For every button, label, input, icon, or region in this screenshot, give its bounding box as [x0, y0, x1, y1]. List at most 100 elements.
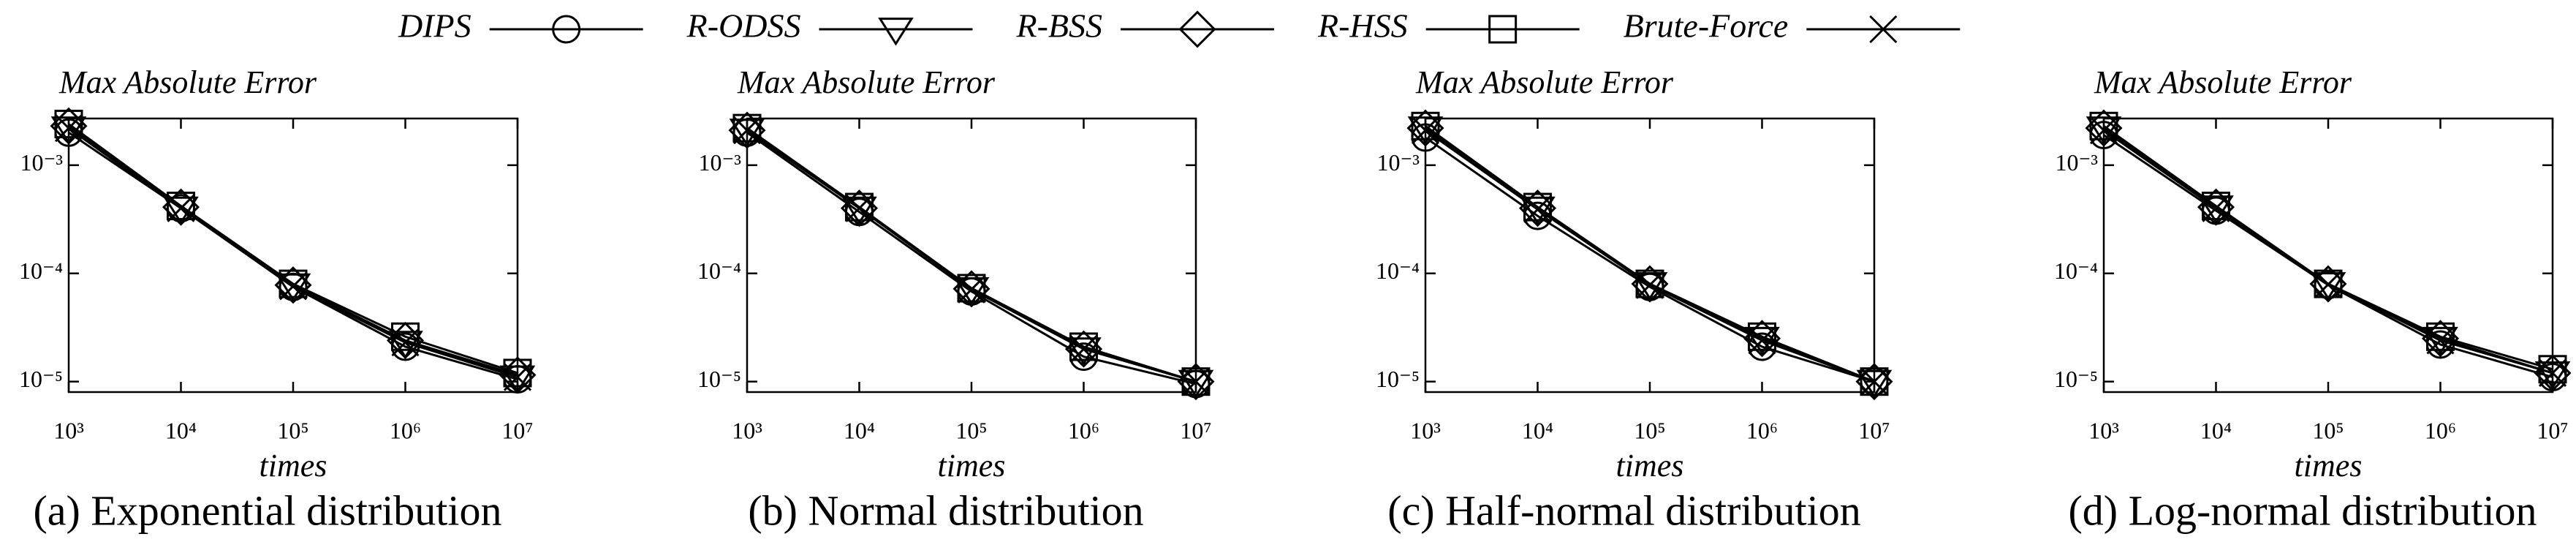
data-point	[1411, 111, 1440, 140]
data-point	[1520, 196, 1556, 225]
data-point	[167, 194, 195, 222]
legend-marker	[1178, 10, 1216, 48]
data-point	[2202, 192, 2230, 221]
data-point	[2314, 269, 2343, 298]
legend-label: Brute-Force	[1624, 7, 1789, 45]
y-tick-label: 10⁻³	[20, 149, 63, 176]
x-axis-label: times	[1616, 448, 1684, 484]
y-tick-label: 10⁻⁴	[19, 257, 63, 284]
legend-label: R-HSS	[1317, 7, 1408, 45]
x-tick-label: 10⁴	[844, 417, 875, 443]
x-tick-label: 10⁷	[2537, 417, 2568, 443]
data-point	[386, 321, 425, 359]
data-point	[279, 272, 308, 301]
y-tick-label: 10⁻⁵	[697, 366, 741, 392]
series-line	[68, 125, 518, 377]
data-point	[1523, 195, 1552, 224]
x-tick-label: 10⁵	[277, 417, 308, 443]
y-tick-label: 10⁻³	[1377, 149, 1420, 176]
data-point	[732, 116, 762, 145]
caption: (b) Normal distribution	[748, 486, 1143, 534]
data-point	[1860, 367, 1889, 396]
data-point	[499, 365, 536, 394]
legend-label: R-ODSS	[686, 7, 801, 45]
data-point	[1632, 272, 1668, 301]
x-tick-label: 10⁶	[2425, 417, 2456, 443]
data-point	[1407, 116, 1444, 145]
series-line	[2103, 134, 2553, 378]
x-tick-label: 10⁷	[501, 417, 533, 443]
series-line	[1425, 129, 1875, 383]
chart-title: Max Absolute Error	[1415, 64, 1674, 100]
data-point	[2309, 265, 2347, 303]
data-point	[1860, 367, 1889, 396]
data-point	[729, 118, 765, 147]
data-point	[167, 192, 195, 221]
y-tick-label: 10⁻⁵	[1376, 366, 1420, 392]
y-tick-label: 10⁻⁴	[2054, 257, 2098, 284]
data-point	[54, 114, 83, 143]
series-line	[1425, 125, 1875, 383]
y-tick-label: 10⁻³	[2056, 149, 2098, 176]
x-axis-label: times	[260, 448, 327, 484]
series-line	[1425, 127, 1875, 383]
data-point	[952, 270, 990, 308]
plot-frame	[2102, 117, 2554, 394]
y-tick-label: 10⁻⁵	[2054, 366, 2098, 392]
data-point	[2426, 322, 2455, 351]
series-line	[746, 127, 1197, 383]
plot-frame	[1424, 117, 1876, 394]
series-line	[746, 129, 1197, 383]
data-point	[2538, 358, 2567, 388]
legend-marker	[878, 18, 914, 46]
series-line	[2103, 127, 2553, 375]
data-point	[2089, 116, 2118, 145]
data-point	[728, 111, 766, 149]
x-tick-label: 10³	[53, 417, 84, 443]
series-line	[2103, 129, 2553, 375]
data-point	[1069, 332, 1098, 361]
data-point	[1177, 363, 1215, 401]
data-point	[1748, 326, 1776, 355]
data-point	[845, 194, 874, 222]
legend-label: DIPS	[398, 7, 471, 45]
data-point	[1635, 271, 1664, 299]
series-line	[68, 132, 518, 380]
x-tick-label: 10⁶	[1746, 417, 1778, 443]
data-point	[2089, 111, 2118, 140]
data-point	[2426, 326, 2455, 355]
data-point	[1178, 369, 1214, 399]
y-tick-label: 10⁻³	[699, 149, 741, 176]
caption: (c) Half-normal distribution	[1387, 486, 1861, 534]
data-point	[1523, 192, 1552, 222]
x-tick-label: 10⁴	[165, 417, 197, 443]
legend-marker	[1869, 15, 1898, 44]
data-point	[732, 113, 762, 143]
x-axis-label: times	[2295, 448, 2363, 484]
data-point	[2085, 109, 2123, 147]
x-tick-label: 10⁵	[2312, 417, 2344, 443]
data-point	[2198, 195, 2234, 224]
data-point	[2421, 320, 2460, 358]
data-point	[1069, 335, 1098, 364]
series-line	[746, 129, 1197, 383]
plot-frame	[746, 117, 1197, 394]
caption: (d) Log-normal distribution	[2068, 486, 2537, 534]
data-point	[503, 363, 532, 391]
data-point	[1748, 322, 1776, 351]
x-tick-label: 10⁴	[2200, 417, 2232, 443]
data-point	[2534, 354, 2572, 392]
series-line	[68, 127, 518, 378]
data-point	[957, 275, 986, 304]
data-point	[840, 189, 879, 227]
series-line	[746, 129, 1197, 383]
legend-label: R-BSS	[1016, 7, 1103, 45]
data-point	[279, 269, 308, 298]
x-axis-label: times	[938, 448, 1006, 484]
series-line	[1425, 127, 1875, 383]
x-tick-label: 10⁴	[1522, 417, 1553, 443]
x-tick-label: 10⁷	[1858, 417, 1890, 443]
chart-title: Max Absolute Error	[2094, 64, 2352, 100]
x-tick-label: 10³	[2088, 417, 2119, 443]
